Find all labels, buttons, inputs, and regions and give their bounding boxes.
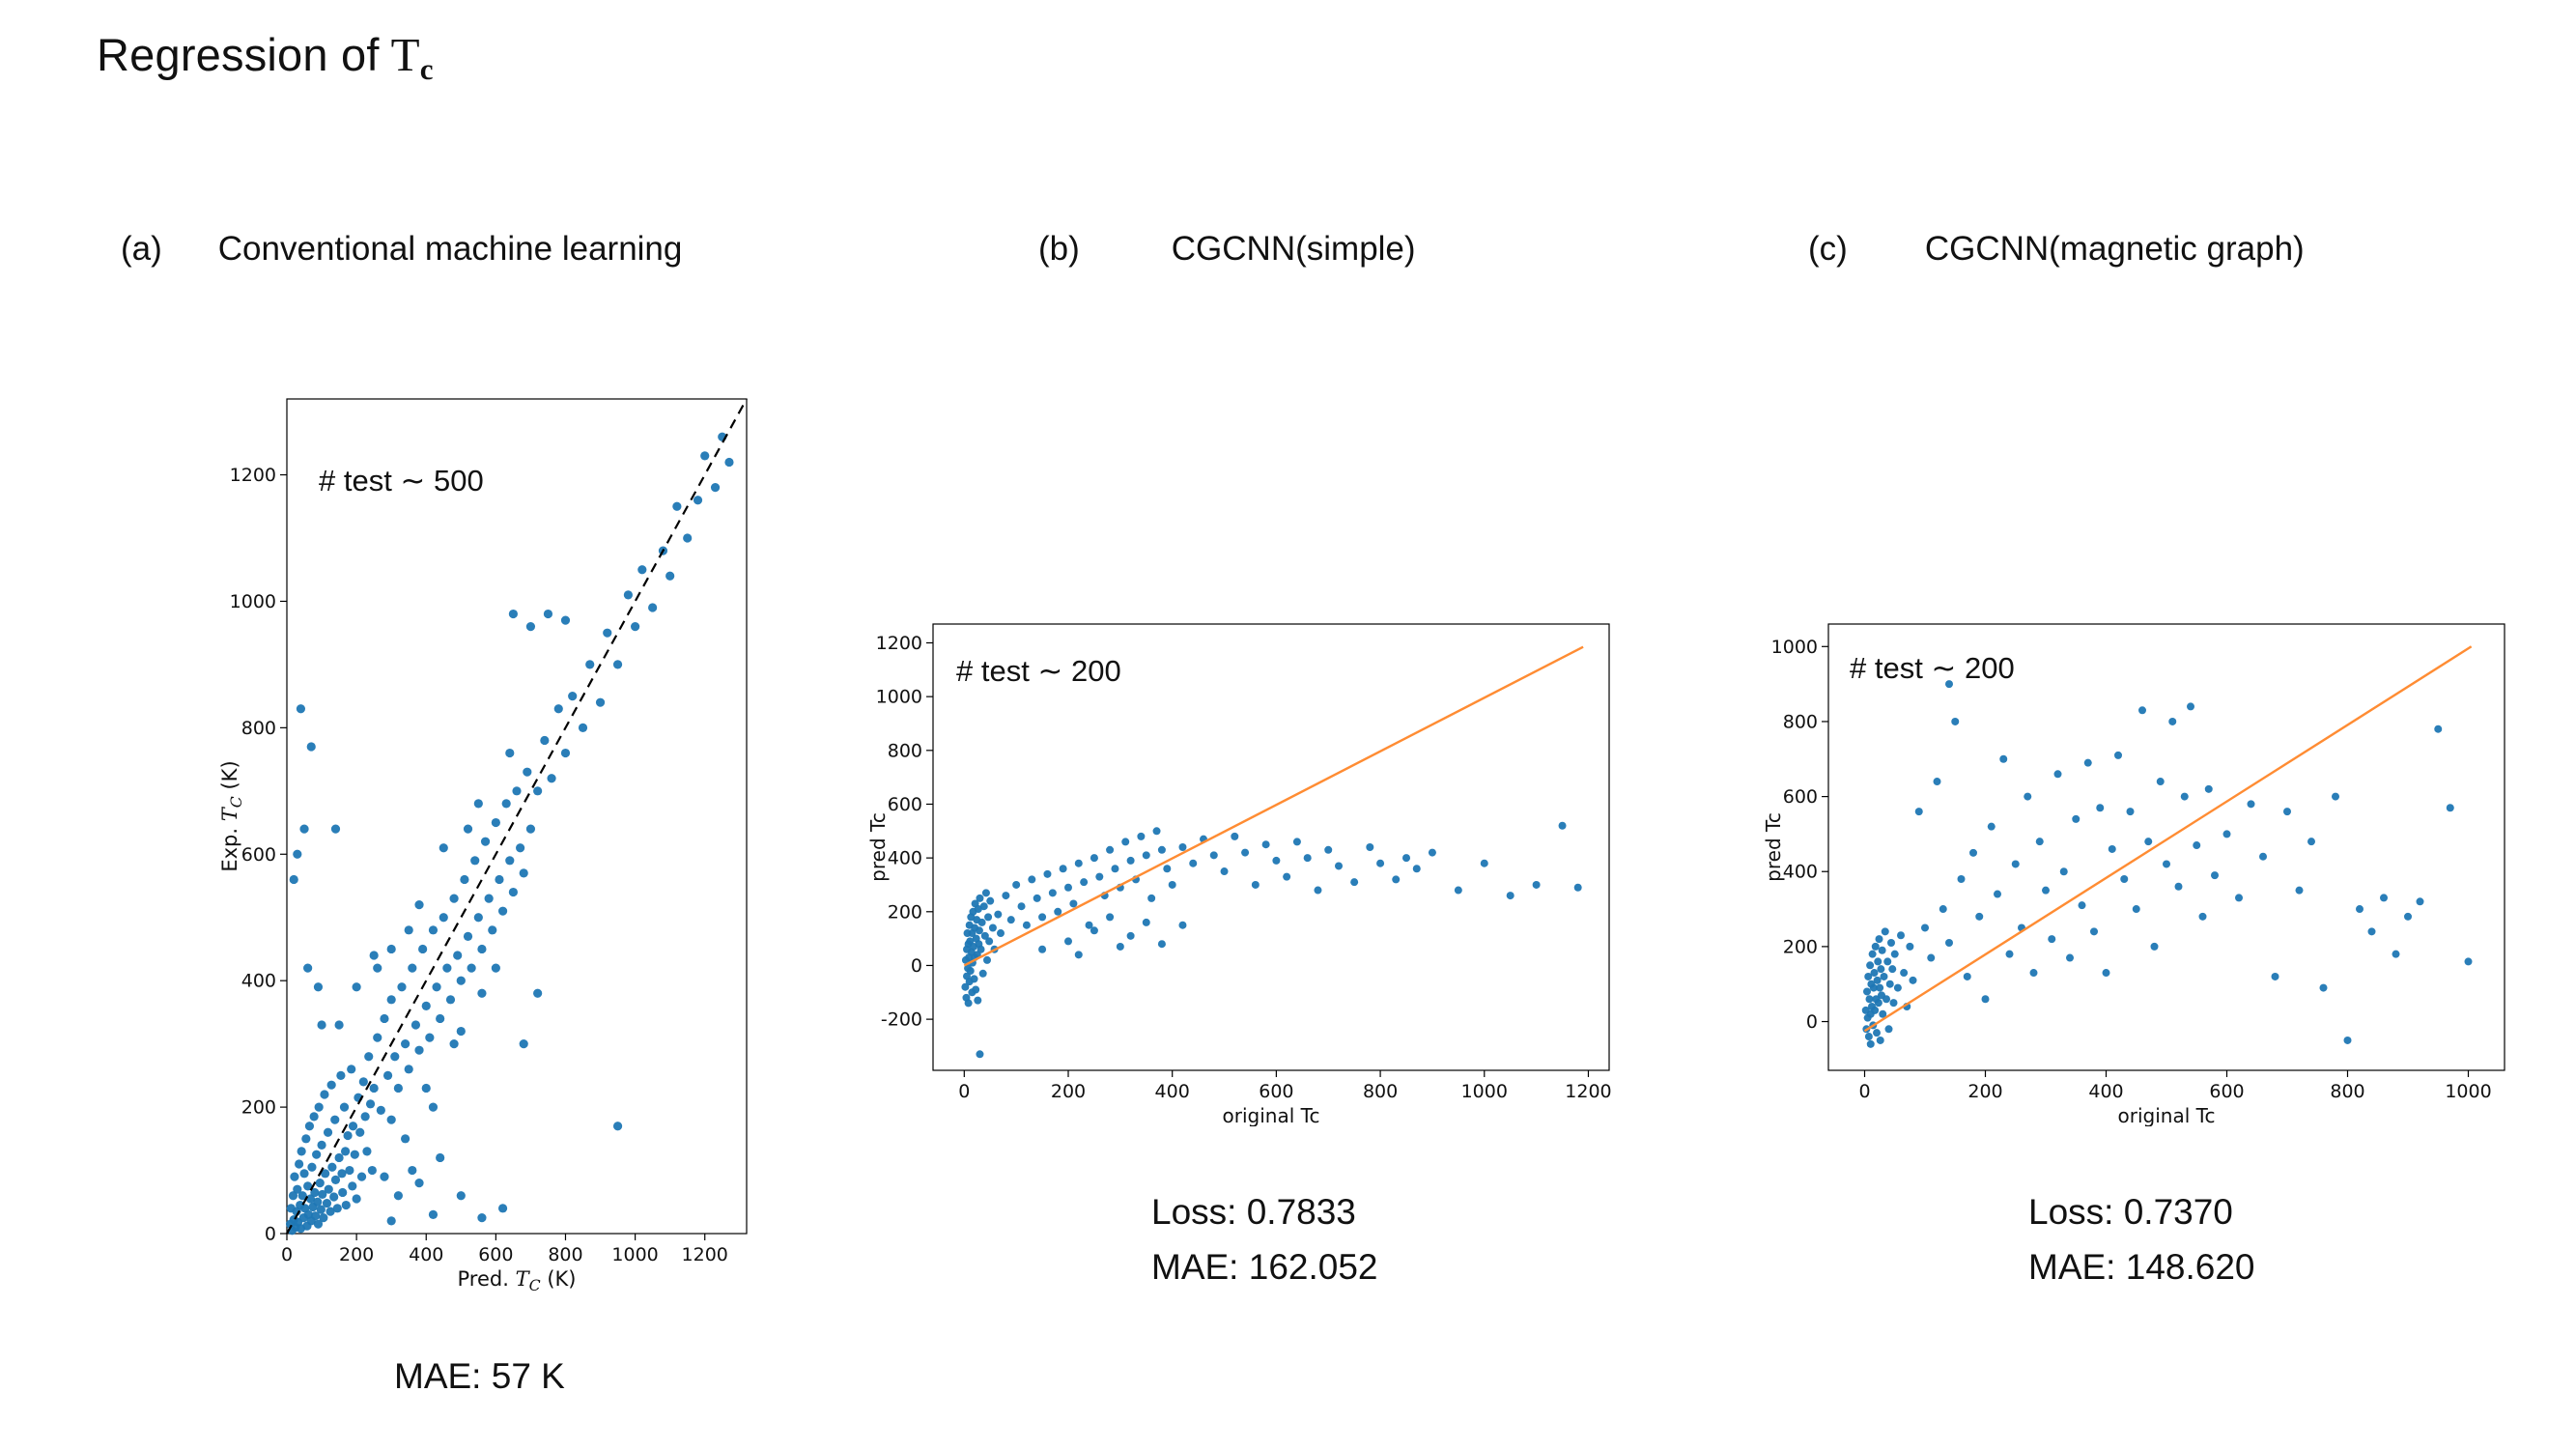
svg-text:1200: 1200 (682, 1244, 728, 1265)
svg-text:1000: 1000 (876, 687, 922, 708)
svg-text:600: 600 (2209, 1081, 2244, 1102)
x-axis: 0 200 400 600 800 1000 1200 Pred. TC (K) (281, 1234, 728, 1293)
svg-text:200: 200 (1967, 1081, 2002, 1102)
scatter-points (286, 432, 734, 1236)
caption-line: Loss: 0.7370 (2028, 1192, 2233, 1232)
panel-a-caption: MAE: 57 K (394, 1349, 565, 1404)
fit-line (1863, 645, 2473, 1033)
svg-text:400: 400 (888, 848, 922, 869)
svg-text:600: 600 (1259, 1081, 1293, 1102)
scatter-points (1861, 680, 2473, 1048)
test-count-annotation: # test ∼ 200 (956, 654, 1121, 688)
svg-text:200: 200 (1051, 1081, 1086, 1102)
panel-c-label: (c) (1808, 230, 1848, 268)
panel-a-heading: (a) Conventional machine learning (121, 230, 682, 269)
svg-text:800: 800 (2330, 1081, 2364, 1102)
svg-text:1200: 1200 (876, 633, 922, 654)
svg-text:0: 0 (958, 1081, 970, 1102)
svg-text:800: 800 (241, 718, 276, 739)
caption-line: Loss: 0.7833 (1151, 1192, 1356, 1232)
svg-text:400: 400 (409, 1244, 443, 1265)
panel-c-heading: (c) CGCNN(magnetic graph) (1808, 230, 2305, 269)
svg-text:600: 600 (1783, 786, 1818, 808)
panel-c-title: CGCNN(magnetic graph) (1924, 230, 2305, 268)
scatter-plot-conventional-ml: 0 200 400 600 800 1000 1200 Pred. TC (K) 0 200 400… (217, 389, 754, 1293)
svg-text:400: 400 (241, 971, 276, 992)
plot-area (1827, 623, 2505, 1071)
x-axis-label: original Tc (1223, 1104, 1320, 1126)
page-title: Regression of Tc (97, 27, 434, 87)
svg-text:200: 200 (241, 1097, 276, 1119)
scatter-points (961, 821, 1582, 1059)
scatter-plot-cgcnn-simple: 0 200 400 600 800 1000 1200 original Tc -200 0 200… (867, 614, 1621, 1126)
svg-text:1200: 1200 (230, 465, 276, 486)
svg-text:400: 400 (1155, 1081, 1190, 1102)
title-subscript: c (419, 52, 434, 86)
y-axis: 0 200 400 600 800 1000 1200 Exp. TC (K) (218, 465, 287, 1245)
svg-text:800: 800 (1783, 711, 1818, 732)
panel-a-title: Conventional machine learning (217, 230, 683, 268)
panel-b-title: CGCNN(simple) (1171, 230, 1416, 268)
caption-line: MAE: 57 K (394, 1356, 565, 1396)
svg-text:1000: 1000 (230, 591, 276, 612)
svg-text:0: 0 (911, 955, 922, 977)
svg-text:1000: 1000 (611, 1244, 658, 1265)
svg-text:800: 800 (1363, 1081, 1398, 1102)
svg-text:600: 600 (478, 1244, 513, 1265)
svg-text:600: 600 (241, 844, 276, 866)
panel-c-caption: Loss: 0.7370 MAE: 148.620 (2028, 1184, 2254, 1295)
caption-line: MAE: 162.052 (1151, 1247, 1378, 1288)
svg-text:400: 400 (2088, 1081, 2123, 1102)
svg-text:800: 800 (888, 740, 922, 761)
svg-text:-200: -200 (881, 1009, 922, 1031)
caption-line: MAE: 148.620 (2028, 1247, 2255, 1288)
chart-svg: 0 200 400 600 800 1000 1200 Pred. TC (K) 0 200 400… (218, 398, 748, 1293)
y-axis-label: Exp. TC (K) (218, 760, 245, 871)
svg-text:0: 0 (265, 1224, 276, 1245)
y-axis: 0 200 400 600 800 1000 pred Tc (1763, 637, 1828, 1033)
svg-text:400: 400 (1783, 862, 1818, 883)
svg-text:600: 600 (888, 794, 922, 815)
svg-text:200: 200 (339, 1244, 374, 1265)
y-axis-label: pred Tc (1763, 812, 1785, 882)
identity-line (286, 398, 748, 1235)
panel-b-label: (b) (1038, 230, 1080, 268)
svg-text:200: 200 (1783, 936, 1818, 957)
test-count-annotation: # test ∼ 500 (319, 464, 484, 497)
x-axis-label: Pred. TC (K) (458, 1267, 577, 1293)
x-axis: 0 200 400 600 800 1000 original Tc (1858, 1070, 2492, 1126)
panel-a-label: (a) (121, 230, 162, 268)
plot-area (932, 623, 1610, 1071)
title-symbol: T (390, 28, 420, 81)
test-count-annotation: # test ∼ 200 (1850, 651, 2015, 685)
chart-svg: 0 200 400 600 800 1000 original Tc 0 200 400 600 80… (1763, 623, 2505, 1126)
panel-b-heading: (b) CGCNN(simple) (1038, 230, 1416, 269)
y-axis-label: pred Tc (867, 812, 890, 882)
svg-text:1000: 1000 (2445, 1081, 2491, 1102)
fit-line (963, 645, 1584, 967)
svg-text:1200: 1200 (1565, 1081, 1611, 1102)
svg-text:800: 800 (548, 1244, 582, 1265)
svg-text:1000: 1000 (1461, 1081, 1508, 1102)
title-text: Regression of (97, 29, 380, 80)
chart-svg: 0 200 400 600 800 1000 1200 original Tc -200 0 200… (867, 623, 1612, 1126)
svg-text:0: 0 (281, 1244, 293, 1265)
svg-text:1000: 1000 (1771, 637, 1818, 658)
x-axis-label: original Tc (2118, 1104, 2216, 1126)
scatter-plot-cgcnn-magnetic-graph: 0 200 400 600 800 1000 original Tc 0 200 400 600 80… (1763, 614, 2516, 1126)
svg-text:0: 0 (1858, 1081, 1870, 1102)
x-axis: 0 200 400 600 800 1000 1200 original Tc (958, 1070, 1612, 1126)
panel-b-caption: Loss: 0.7833 MAE: 162.052 (1151, 1184, 1377, 1295)
svg-text:0: 0 (1806, 1011, 1818, 1033)
y-axis: -200 0 200 400 600 800 1000 1200 pred Tc (867, 633, 933, 1031)
svg-text:200: 200 (888, 901, 922, 923)
